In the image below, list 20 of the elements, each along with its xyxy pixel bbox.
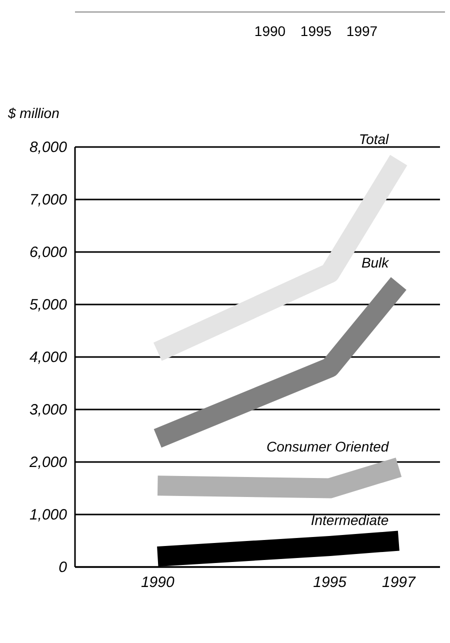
y-tick-label: 5,000 bbox=[29, 296, 68, 314]
text: 1997 bbox=[346, 23, 378, 39]
y-tick-label: 8,000 bbox=[29, 139, 68, 156]
y-tick-label: 2,000 bbox=[28, 454, 68, 471]
y-tick-label: 3,000 bbox=[29, 402, 68, 418]
text: 1995 bbox=[300, 23, 332, 39]
x-tick-label: 1990 bbox=[140, 574, 175, 591]
series-label: Bulk bbox=[361, 254, 390, 270]
x-tick-label: 1997 bbox=[382, 574, 416, 591]
series-label: Consumer Oriented bbox=[266, 438, 390, 454]
series-label: Intermediate bbox=[310, 512, 389, 528]
y-tick-label: 0 bbox=[58, 559, 68, 576]
y-tick-label: 7,000 bbox=[29, 192, 68, 208]
y-tick-label: 4,000 bbox=[29, 349, 68, 366]
series-label: Total bbox=[358, 131, 390, 148]
y-axis-title: $ million bbox=[7, 105, 60, 121]
text: 1990 bbox=[254, 23, 286, 39]
x-tick-label: 1995 bbox=[313, 574, 348, 591]
y-tick-label: 1,000 bbox=[29, 506, 68, 524]
y-tick-label: 6,000 bbox=[29, 244, 68, 261]
